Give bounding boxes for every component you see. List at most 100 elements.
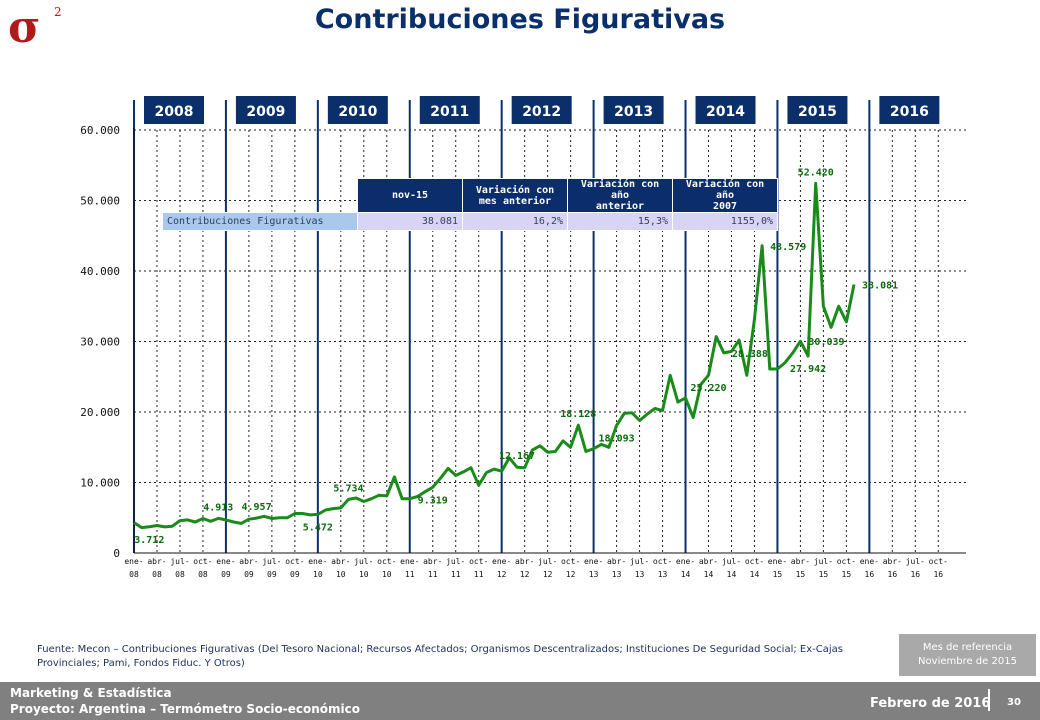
x-tick-label: jul- — [538, 557, 557, 566]
x-tick-label-year: 08 — [198, 570, 208, 579]
summary-table-data-row: Contribuciones Figurativas 38.081 16,2% … — [162, 212, 778, 231]
x-tick-label: ene- — [584, 557, 603, 566]
data-label: 5.734 — [333, 483, 363, 494]
y-tick-label: 30.000 — [80, 336, 120, 349]
summary-value-var-anio: 15,3% — [567, 212, 673, 231]
summary-header-month: nov-15 — [357, 178, 463, 213]
year-label: 2010 — [338, 104, 377, 120]
x-tick-label-year: 13 — [658, 570, 668, 579]
reference-line-1: Mes de referencia — [922, 642, 1013, 653]
x-tick-label: ene- — [216, 557, 235, 566]
x-tick-label: abr- — [699, 557, 718, 566]
series-line — [133, 181, 856, 530]
year-label: 2013 — [614, 104, 653, 120]
data-label: 25.220 — [690, 383, 726, 394]
y-tick-label: 20.000 — [80, 406, 120, 419]
x-tick-label-year: 12 — [520, 570, 530, 579]
x-tick-label: abr- — [515, 557, 534, 566]
year-box-bg — [235, 96, 296, 124]
x-tick-label-year: 10 — [382, 570, 392, 579]
reference-line-2: Noviembre de 2015 — [918, 656, 1017, 667]
x-tick-label: jul- — [722, 557, 741, 566]
x-tick-label: jul- — [630, 557, 649, 566]
year-box-bg — [879, 96, 940, 124]
x-tick-label: ene- — [768, 557, 787, 566]
x-tick-label: oct- — [377, 557, 396, 566]
footer-line-1: Marketing & Estadística — [10, 686, 172, 700]
data-label: 4.913 — [203, 502, 233, 513]
x-tick-label: oct- — [285, 557, 304, 566]
summary-header-var-mes-l2: mes anterior — [478, 195, 552, 207]
x-tick-label-year: 11 — [428, 570, 438, 579]
data-label: 12.167 — [499, 451, 535, 462]
footer-date: Febrero de 2016 — [870, 696, 991, 711]
data-label: 4.957 — [242, 502, 272, 513]
footer-line-2: Proyecto: Argentina – Termómetro Socio-e… — [10, 702, 361, 716]
data-label: 52.420 — [798, 167, 834, 178]
x-tick-label-year: 13 — [589, 570, 599, 579]
year-label: 2016 — [890, 104, 929, 120]
source-note: Fuente: Mecon – Contribuciones Figurativ… — [37, 644, 843, 669]
summary-header-var-anio-l1: Variación con año — [580, 179, 660, 201]
data-label: 30.039 — [808, 337, 844, 348]
x-tick-label: oct- — [653, 557, 672, 566]
x-tick-label: ene- — [860, 557, 879, 566]
logo-superscript: 2 — [54, 5, 62, 19]
x-tick-label-year: 13 — [612, 570, 622, 579]
year-box-bg — [511, 96, 572, 124]
y-tick-label: 0 — [113, 547, 120, 560]
year-box: 2009 — [235, 96, 296, 124]
summary-value-month: 38.081 — [357, 212, 463, 231]
page-number: 30 — [1007, 697, 1021, 708]
x-tick-label: ene- — [676, 557, 695, 566]
x-tick-label: oct- — [561, 557, 580, 566]
year-box-bg — [144, 96, 204, 124]
logo-sigma: σ — [8, 2, 40, 50]
x-tick-label: oct- — [745, 557, 764, 566]
data-label: 27.942 — [790, 364, 826, 375]
data-label: 18.128 — [560, 409, 596, 420]
x-tick-label-year: 16 — [933, 570, 943, 579]
summary-header-var-2007: Variación con año 2007 — [672, 178, 778, 213]
summary-table-corner — [163, 179, 358, 213]
footer: Marketing & Estadística Proyecto: Argent… — [0, 682, 1040, 720]
x-tick-label-year: 13 — [635, 570, 645, 579]
summary-header-var-anio: Variación con año anterior — [567, 178, 673, 213]
x-tick-label-year: 08 — [129, 570, 139, 579]
year-label: 2011 — [430, 104, 469, 120]
x-tick-label: abr- — [239, 557, 258, 566]
x-tick-label: oct- — [929, 557, 948, 566]
x-tick-label-year: 10 — [313, 570, 323, 579]
x-tick-label: abr- — [147, 557, 166, 566]
summary-header-var-anio-l2: anterior — [595, 201, 645, 212]
x-tick-label-year: 09 — [290, 570, 300, 579]
x-tick-label-year: 10 — [359, 570, 369, 579]
data-label: 28.388 — [732, 349, 768, 360]
summary-table: nov-15 Variación con mes anterior Variaci… — [162, 178, 778, 231]
x-tick-label-year: 12 — [497, 570, 507, 579]
x-tick-label-year: 14 — [727, 570, 737, 579]
x-tick-label-year: 15 — [819, 570, 829, 579]
x-tick-label: jul- — [170, 557, 189, 566]
year-label: 2012 — [522, 104, 561, 120]
x-tick-label: abr- — [883, 557, 902, 566]
year-label: 2014 — [706, 104, 745, 120]
data-label: 9.319 — [418, 495, 448, 506]
summary-header-var-2007-l2: 2007 — [712, 201, 738, 212]
x-tick-label: abr- — [607, 557, 626, 566]
x-tick-label: oct- — [469, 557, 488, 566]
x-tick-label: jul- — [354, 557, 373, 566]
logo: σ 2 — [6, 2, 86, 53]
summary-header-month-l1: nov-15 — [391, 190, 429, 201]
year-label: 2008 — [155, 104, 194, 120]
x-tick-label: ene- — [124, 557, 143, 566]
year-box: 2011 — [419, 96, 480, 124]
x-tick-label-year: 09 — [267, 570, 277, 579]
data-label: 5.472 — [303, 522, 333, 533]
y-tick-label: 10.000 — [80, 477, 120, 490]
summary-value-var-mes: 16,2% — [462, 212, 568, 231]
x-tick-label-year: 14 — [750, 570, 760, 579]
year-box: 2013 — [603, 96, 664, 124]
data-label: 3.712 — [134, 535, 164, 546]
x-tick-label-year: 08 — [152, 570, 162, 579]
